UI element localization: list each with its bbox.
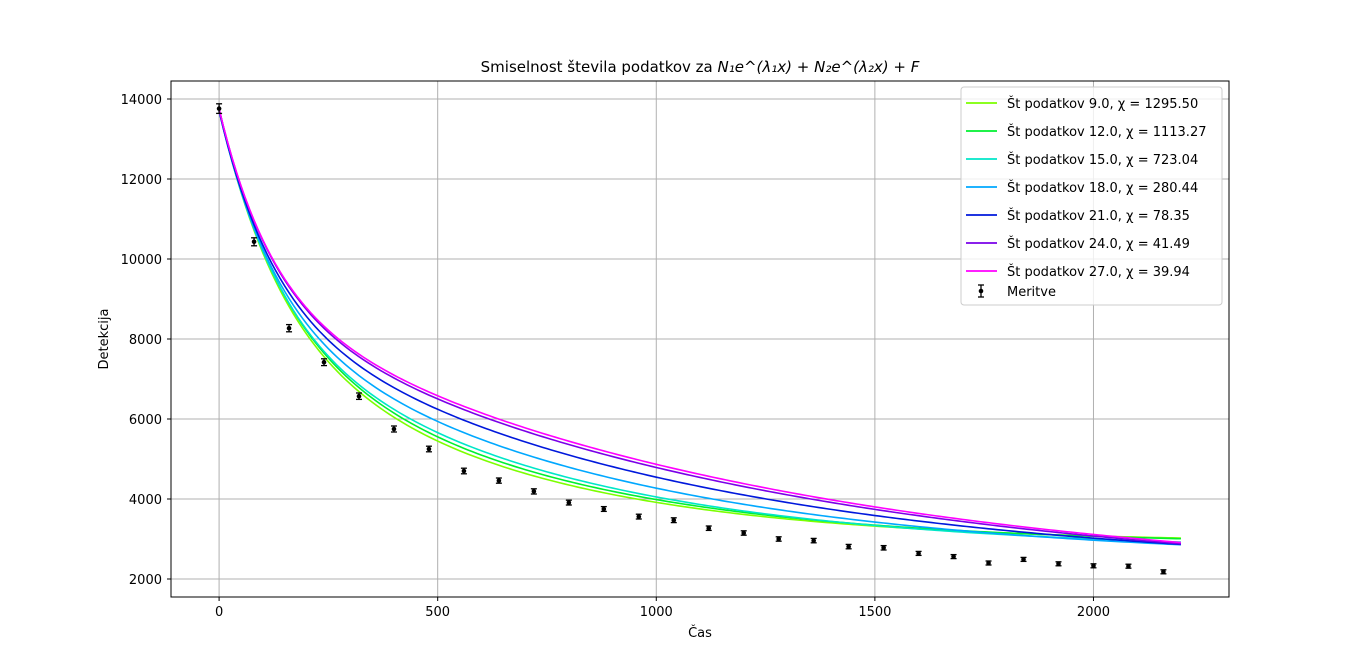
- data-point: [951, 554, 956, 559]
- data-point: [741, 530, 747, 536]
- data-point: [636, 514, 642, 519]
- series-line-7: [218, 108, 1181, 544]
- data-point: [496, 478, 502, 483]
- y-tick-label: 14000: [121, 93, 162, 108]
- y-tick-label: 4000: [129, 493, 162, 508]
- legend-entry: Št podatkov 9.0, χ = 1295.50: [1007, 96, 1198, 112]
- y-tick-label: 10000: [121, 253, 162, 268]
- x-tick-label: 1500: [858, 605, 891, 620]
- data-point: [881, 545, 886, 551]
- data-point: [916, 551, 921, 556]
- y-tick-label: 8000: [129, 333, 162, 348]
- data-point: [671, 517, 677, 523]
- x-tick-label: 0: [215, 605, 223, 620]
- title-text: Smiselnost števila podatkov za: [481, 58, 718, 76]
- axis-ticks: 0 500 1000 1500 2000 2000 4000 6000 8000 10000 120…: [121, 93, 1110, 620]
- data-point: [531, 489, 537, 494]
- y-tick-label: 6000: [129, 413, 162, 428]
- x-axis-label: Čas: [688, 625, 712, 641]
- y-axis-label: Detekcija: [97, 309, 112, 370]
- data-point: [846, 544, 851, 549]
- y-tick-label: 12000: [121, 173, 162, 188]
- data-point: [1056, 561, 1061, 567]
- legend-entry: Št podatkov 12.0, χ = 1113.27: [1007, 124, 1206, 140]
- series-line-2: [218, 108, 1181, 540]
- chart-title: Smiselnost števila podatkov za N₁e^(λ₁x)…: [481, 58, 920, 76]
- legend-entry: Št podatkov 24.0, χ = 41.49: [1007, 236, 1190, 252]
- data-point: [706, 525, 712, 531]
- data-point: [426, 446, 432, 452]
- series-line-6: [218, 108, 1181, 545]
- data-point: [566, 500, 572, 505]
- data-point: [1126, 563, 1131, 569]
- legend-entry: Št podatkov 18.0, χ = 280.44: [1007, 180, 1198, 196]
- legend-entry: Št podatkov 15.0, χ = 723.04: [1007, 152, 1198, 168]
- data-point: [811, 538, 816, 543]
- data-point: [1161, 569, 1166, 575]
- legend-marker-point: [978, 288, 984, 294]
- legend-entry-measurements: Meritve: [1007, 285, 1056, 300]
- data-point: [286, 325, 292, 331]
- data-point: [356, 393, 362, 399]
- legend-entry: Št podatkov 27.0, χ = 39.94: [1007, 264, 1190, 280]
- x-tick-label: 1000: [640, 605, 673, 620]
- y-tick-label: 2000: [129, 573, 162, 588]
- legend-box: [960, 86, 1223, 306]
- x-tick-label: 2000: [1077, 605, 1110, 620]
- data-point: [216, 106, 222, 111]
- legend-entry: Št podatkov 21.0, χ = 78.35: [1007, 208, 1190, 224]
- data-point: [461, 468, 467, 474]
- series-line-4: [218, 110, 1181, 546]
- data-point: [251, 239, 257, 245]
- series-line-5: [218, 110, 1181, 546]
- data-point: [1091, 563, 1096, 569]
- legend: Št podatkov 9.0, χ = 1295.50 Št podatkov …: [960, 86, 1223, 306]
- x-tick-label: 500: [425, 605, 450, 620]
- series-layer: [218, 108, 1181, 546]
- data-point: [776, 536, 781, 542]
- data-point: [601, 506, 607, 512]
- data-point: [321, 359, 327, 365]
- title-formula: N₁e^(λ₁x) + N₂e^(λ₂x) + F: [718, 58, 920, 76]
- measurements-layer: [216, 103, 1167, 575]
- data-point: [391, 426, 397, 432]
- data-point: [1021, 557, 1026, 562]
- data-point: [986, 560, 991, 566]
